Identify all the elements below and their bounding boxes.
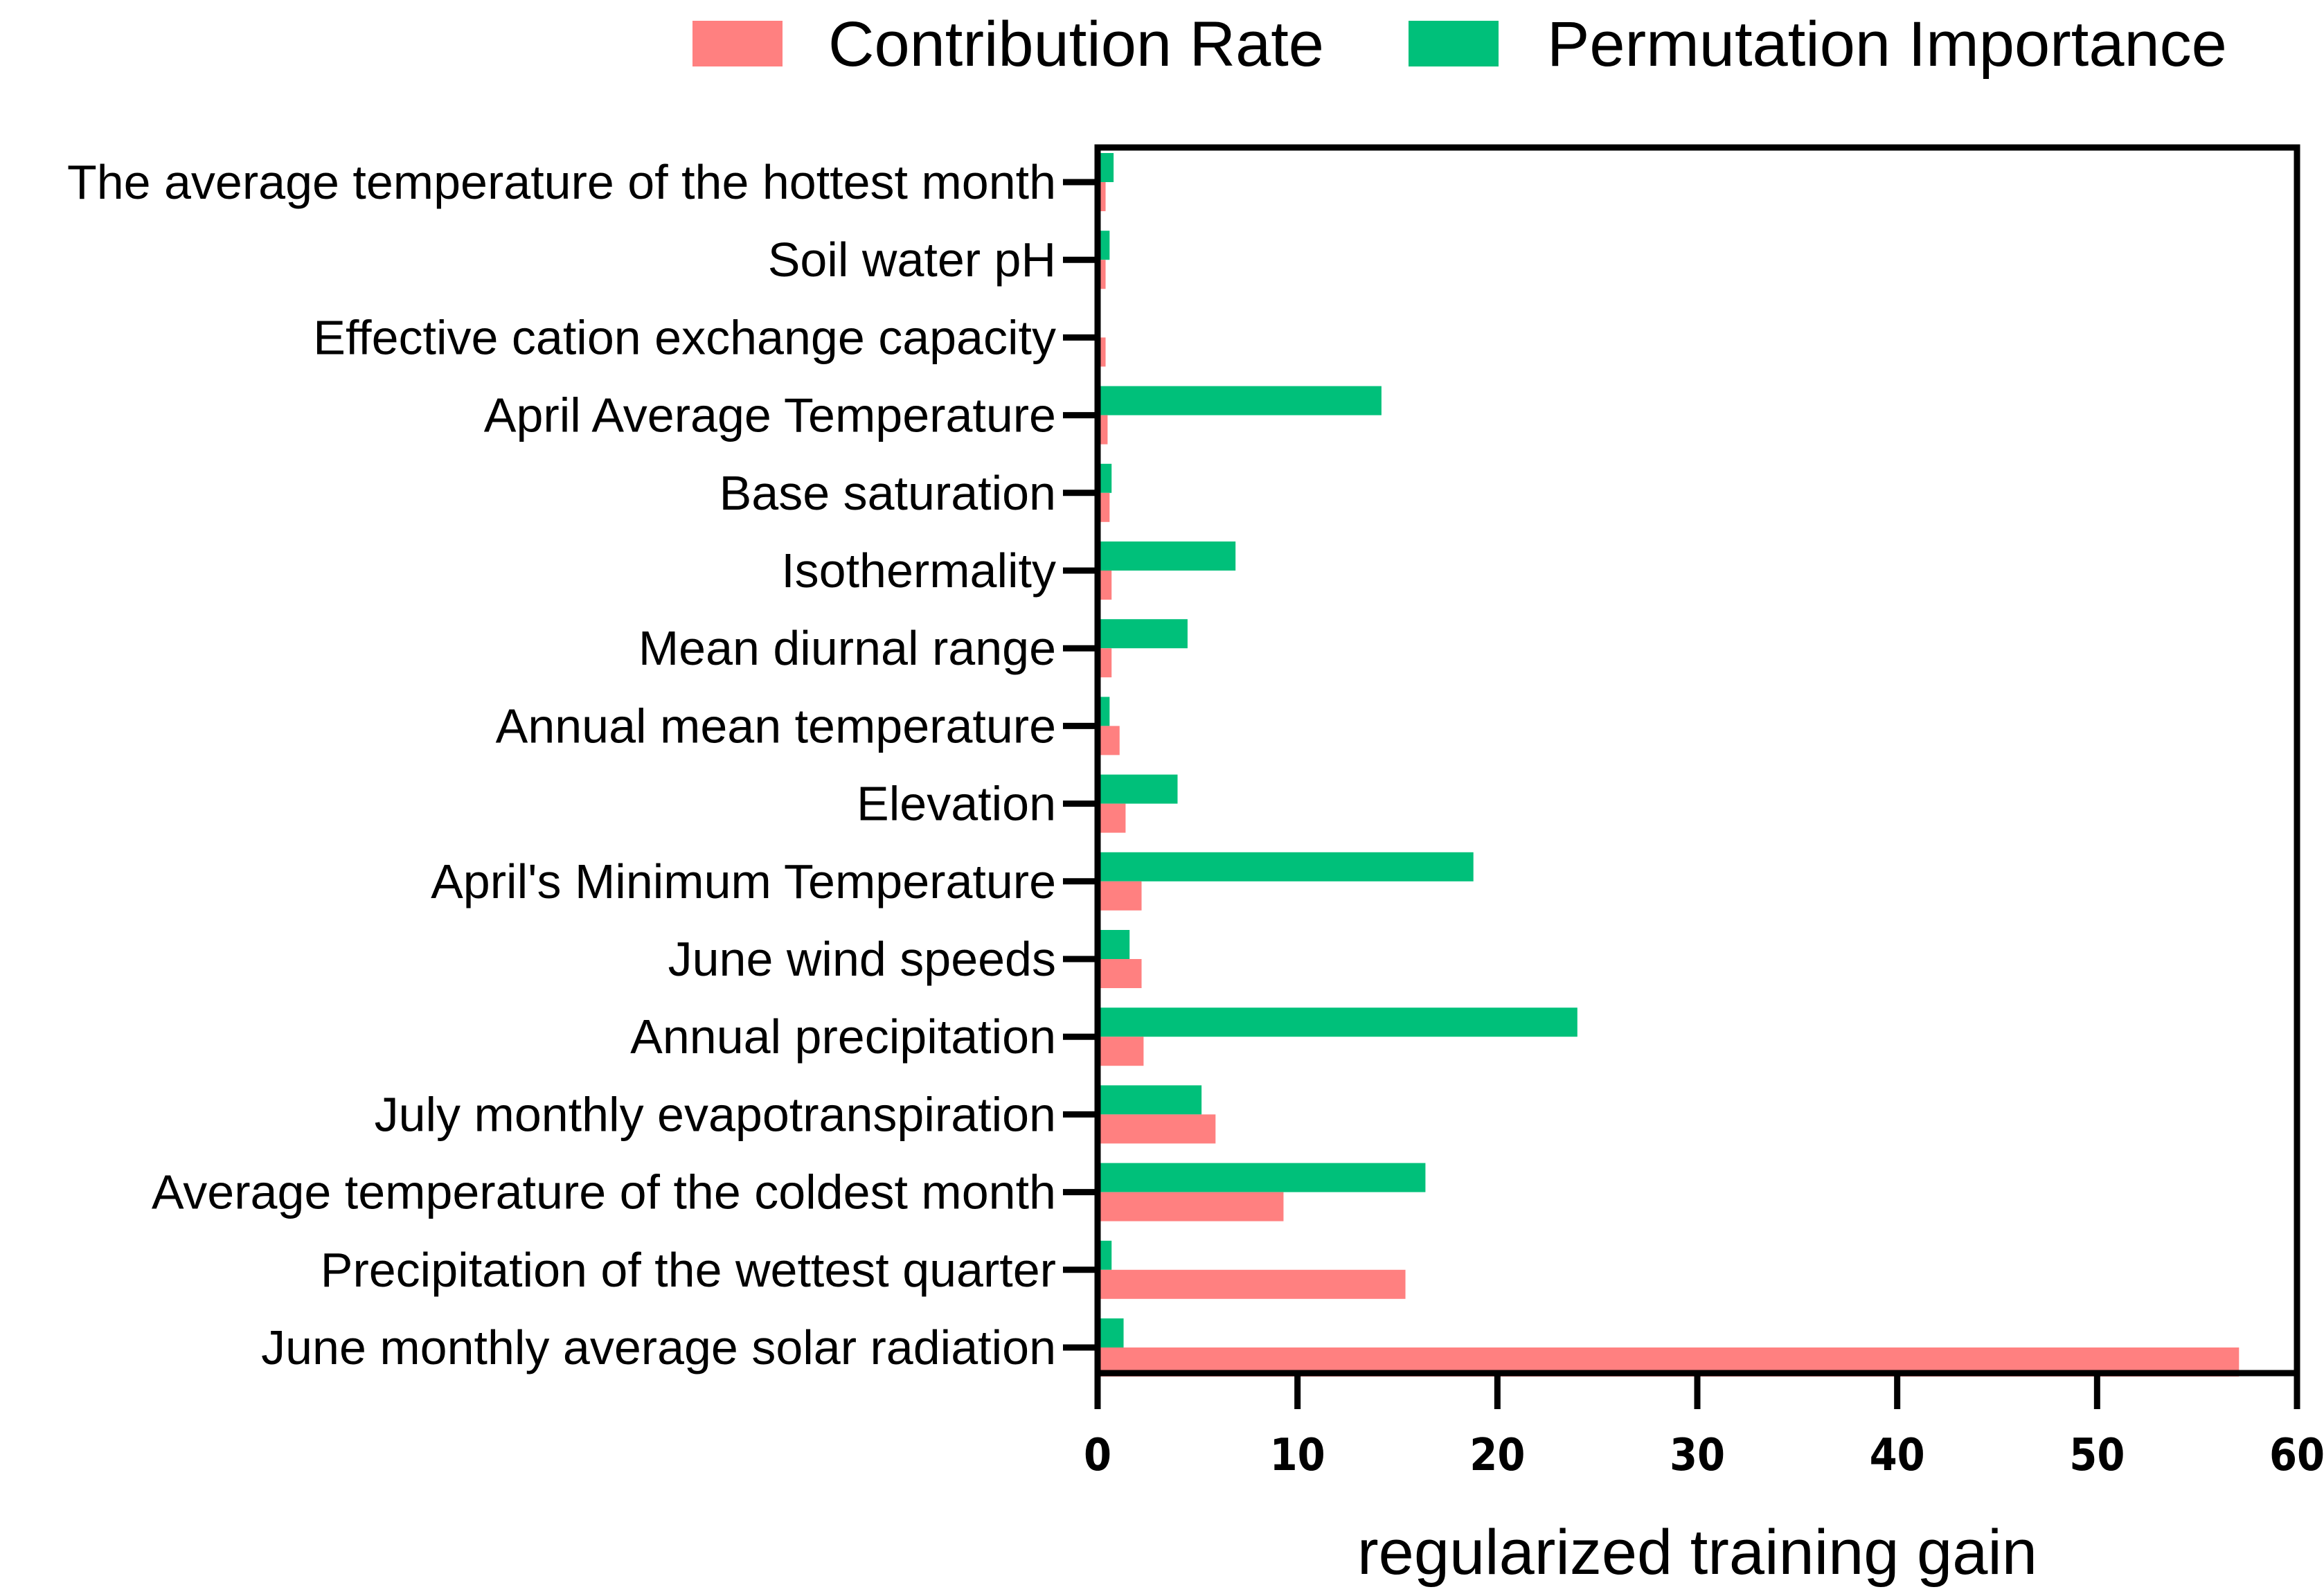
bar-permutation-importance-13 — [1098, 1163, 1426, 1192]
y-tick-label-5: Isothermality — [781, 544, 1056, 598]
bar-permutation-importance-12 — [1098, 1085, 1202, 1115]
bar-permutation-importance-9 — [1098, 852, 1474, 881]
bar-contribution-rate-9 — [1098, 881, 1142, 911]
bar-contribution-rate-14 — [1098, 1269, 1406, 1299]
y-tick-label-6: Mean diurnal range — [638, 621, 1056, 675]
bar-permutation-importance-8 — [1098, 774, 1178, 804]
y-tick-label-14: Precipitation of the wettest quarter — [321, 1243, 1056, 1297]
x-axis-ticks — [1094, 1373, 2300, 1409]
y-tick-label-4: Base saturation — [719, 466, 1056, 520]
x-tick-label-30: 30 — [1670, 1430, 1725, 1481]
bar-contribution-rate-11 — [1098, 1037, 1144, 1066]
bar-contribution-rate-12 — [1098, 1114, 1216, 1144]
x-tick-label-20: 20 — [1469, 1430, 1525, 1481]
bar-contribution-rate-1 — [1098, 260, 1106, 289]
y-tick-label-15: June monthly average solar radiation — [261, 1320, 1056, 1374]
legend-label-contribution-rate: Contribution Rate — [828, 9, 1324, 80]
y-tick-label-3: April Average Temperature — [484, 388, 1056, 442]
y-tick-label-2: Effective cation exchange capacity — [313, 310, 1056, 364]
y-axis-ticks — [1063, 179, 1098, 1351]
bar-permutation-importance-14 — [1098, 1240, 1112, 1270]
y-axis-tick-labels: The average temperature of the hottest m… — [67, 155, 1056, 1374]
y-tick-label-10: June wind speeds — [668, 932, 1056, 986]
bar-permutation-importance-0 — [1098, 153, 1114, 182]
x-tick-label-0: 0 — [1084, 1430, 1111, 1481]
x-tick-label-50: 50 — [2069, 1430, 2125, 1481]
bar-permutation-importance-6 — [1098, 619, 1188, 649]
legend-label-permutation-importance: Permutation Importance — [1547, 9, 2227, 80]
bar-contribution-rate-8 — [1098, 803, 1126, 833]
x-tick-label-10: 10 — [1270, 1430, 1325, 1481]
x-axis-title: regularized training gain — [1357, 1517, 2037, 1588]
y-tick-label-13: Average temperature of the coldest month — [152, 1165, 1056, 1219]
bar-contribution-rate-7 — [1098, 726, 1120, 755]
legend-swatch-permutation-importance — [1409, 21, 1499, 66]
y-tick-label-7: Annual mean temperature — [496, 699, 1056, 753]
legend: Contribution Rate Permutation Importance — [692, 9, 2227, 80]
y-tick-label-8: Elevation — [857, 777, 1056, 831]
y-tick-label-0: The average temperature of the hottest m… — [67, 155, 1056, 209]
x-tick-label-60: 60 — [2269, 1430, 2324, 1481]
bar-permutation-importance-5 — [1098, 541, 1236, 571]
bar-contribution-rate-13 — [1098, 1192, 1284, 1221]
plot-frame — [1094, 144, 2300, 1377]
y-tick-label-11: Annual precipitation — [630, 1010, 1056, 1064]
bar-contribution-rate-2 — [1098, 337, 1106, 367]
bar-permutation-importance-11 — [1098, 1008, 1577, 1037]
y-tick-label-12: July monthly evapotranspiration — [375, 1087, 1056, 1141]
bar-permutation-importance-10 — [1098, 930, 1130, 959]
bar-permutation-importance-4 — [1098, 463, 1112, 493]
bar-contribution-rate-10 — [1098, 959, 1142, 988]
bars-group — [1098, 153, 2240, 1377]
bar-contribution-rate-6 — [1098, 648, 1112, 678]
bar-permutation-importance-15 — [1098, 1318, 1124, 1347]
bar-contribution-rate-5 — [1098, 571, 1112, 600]
x-axis-tick-labels: 0 10 20 30 40 50 60 — [1084, 1430, 2324, 1481]
bar-contribution-rate-0 — [1098, 182, 1106, 211]
y-tick-label-9: April's Minimum Temperature — [431, 854, 1056, 908]
bar-permutation-importance-3 — [1098, 386, 1382, 415]
y-tick-label-1: Soil water pH — [768, 233, 1056, 287]
x-tick-label-40: 40 — [1870, 1430, 1925, 1481]
legend-swatch-contribution-rate — [692, 21, 783, 66]
